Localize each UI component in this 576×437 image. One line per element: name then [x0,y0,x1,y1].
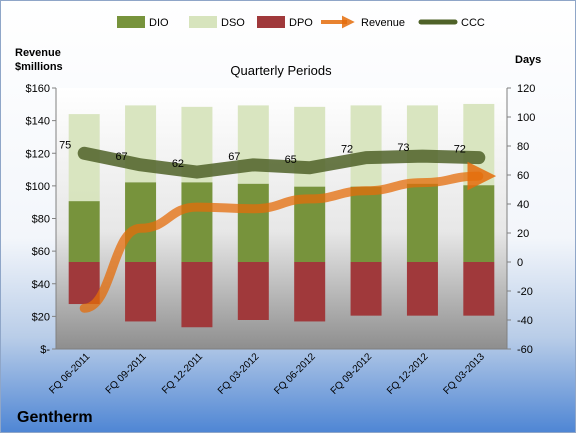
right-tick-label: 20 [517,228,529,240]
right-tick-label: 0 [517,257,523,269]
bar-dpo [463,262,495,316]
x-tick-label: FQ 06-2011 [47,351,92,396]
bar-dpo [125,262,157,322]
plot-area [56,88,507,349]
bar-dpo [68,262,100,305]
right-tick-label: -40 [517,315,533,327]
revenue-line [79,161,497,313]
ccc-data-label: 62 [172,158,184,170]
data-labels-group: 75 67 62 67 65 72 73 72 [59,139,466,170]
legend-label-dio: DIO [149,17,169,29]
left-tick-label: $120 [26,148,50,160]
left-tick-label: $40 [32,279,50,291]
x-tick-label: FQ 09-2012 [329,351,375,397]
company-name: Gentherm [17,409,93,426]
right-tick-label: 40 [517,199,529,211]
bar-dio [406,183,438,262]
legend-swatch-dpo [257,16,285,28]
y-left-title-line1: Revenue [15,47,61,59]
bar-dio [350,186,382,262]
ccc-data-label: 67 [115,151,127,163]
x-tick-label: FQ 03-2013 [441,351,487,397]
ccc-data-label: 75 [59,139,71,151]
right-tick-label: -20 [517,286,533,298]
ccc-data-label: 67 [228,151,240,163]
chart-title: Quarterly Periods [230,63,332,78]
legend-swatch-dio [117,16,145,28]
x-tick-label: FQ 03-2012 [216,351,262,397]
ccc-data-label: 65 [285,154,297,166]
bar-dio [237,183,269,262]
bar-dio [181,182,213,262]
bar-dpo [406,262,438,316]
chart-legend: DIO DSO DPO Revenue CCC [117,15,485,29]
x-tick-label: FQ 06-2012 [272,351,318,397]
legend-label-revenue: Revenue [361,17,405,29]
bar-dio [68,201,100,262]
legend-label-dso: DSO [221,17,245,29]
bar-dpo [181,262,213,328]
y-left-title-line2: $millions [15,61,63,73]
legend-label-dpo: DPO [289,17,313,29]
bar-dpo [294,262,326,322]
lines-group [77,146,497,313]
left-tick-label: $80 [32,214,50,226]
right-tick-label: -60 [517,344,533,356]
left-tick-label: $100 [26,181,50,193]
legend-swatch-dso [189,16,217,28]
right-tick-label: 60 [517,170,529,182]
y-right-title: Days [515,54,541,66]
right-tick-label: 80 [517,141,529,153]
left-tick-label: $20 [32,311,50,323]
ccc-data-label: 72 [454,144,466,156]
left-tick-label: $140 [26,116,50,128]
right-tick-label: 100 [517,112,535,124]
x-tick-label: FQ 12-2011 [160,351,205,396]
left-tick-label: $160 [26,83,50,95]
bar-dpo [350,262,382,316]
legend-label-ccc: CCC [461,17,485,29]
x-tick-label: FQ 09-2011 [104,351,149,396]
bar-dso [406,105,438,184]
bar-dio [463,185,495,262]
bar-dso [294,106,326,187]
ccc-data-label: 73 [397,142,409,154]
bar-dso [350,105,382,187]
right-tick-label: 120 [517,83,535,95]
left-tick-label: $- [40,344,50,356]
ccc-line [77,146,486,179]
x-tick-label: FQ 12-2012 [385,351,431,397]
left-tick-label: $60 [32,246,50,258]
ccc-data-label: 72 [341,144,353,156]
bar-dio [125,182,157,262]
bar-dpo [237,262,269,320]
